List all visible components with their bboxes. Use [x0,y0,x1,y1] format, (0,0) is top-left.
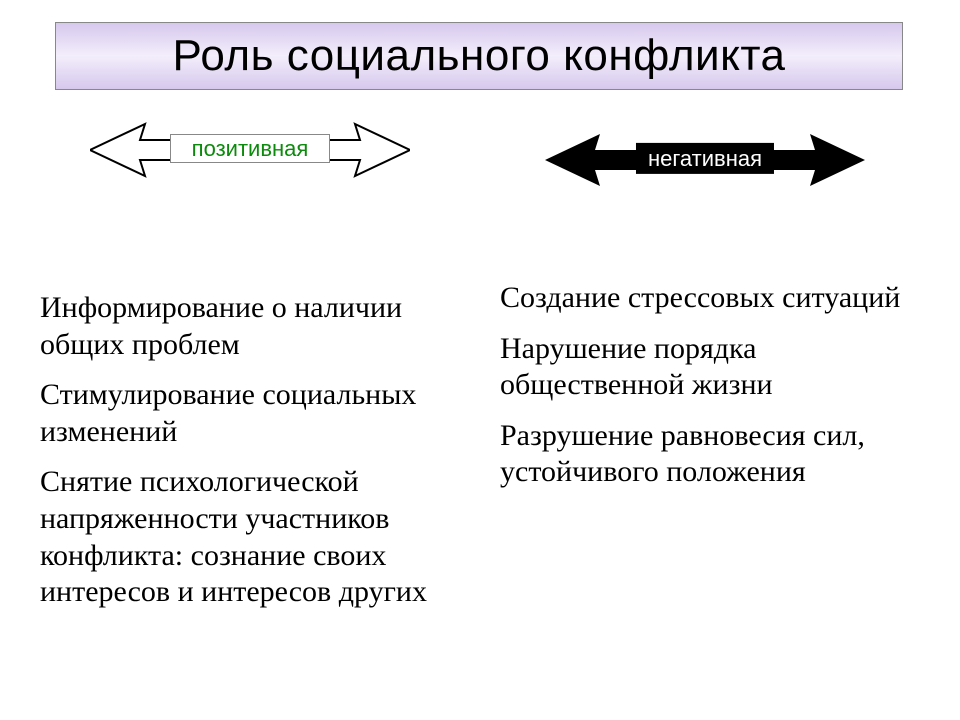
banner-positive-label: позитивная [170,134,330,163]
list-item: Снятие психологической напряженности уча… [40,464,460,610]
list-item: Стимулирование социальных изменений [40,377,460,450]
banner-negative-label: негативная [636,143,774,174]
list-item: Информирование о наличии общих проблем [40,290,460,363]
page-title: Роль социального конфликта [173,31,786,81]
column-negative: Создание стрессовых ситуаций Нарушение п… [500,280,920,505]
banner-negative: негативная [545,130,865,190]
title-bar: Роль социального конфликта [55,22,903,90]
list-item: Нарушение порядка общественной жизни [500,331,920,404]
column-positive: Информирование о наличии общих проблем С… [40,290,460,625]
banner-positive: позитивная [90,120,410,180]
list-item: Разрушение равновесия сил, устойчивого п… [500,418,920,491]
list-item: Создание стрессовых ситуаций [500,280,920,317]
